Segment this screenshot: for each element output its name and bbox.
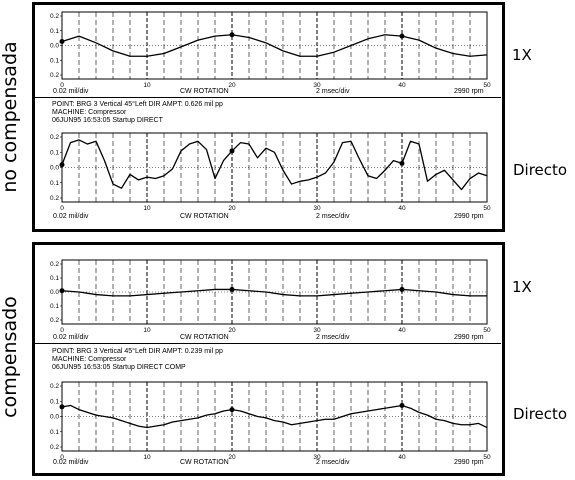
x-tick-label: 10 (143, 205, 151, 212)
y-tick-label: 0.1 (50, 57, 59, 64)
x-tick-label: 40 (398, 454, 406, 461)
x-tick-label: 50 (483, 454, 491, 461)
trace-label-directo-bottom: Directo (513, 405, 568, 423)
series-line-1 (61, 139, 488, 191)
y-tick-label: 0.2 (50, 261, 59, 268)
info-machine-bottom: MACHINE: Compressor (52, 356, 127, 363)
trace-label-1x-bottom: 1X (512, 278, 532, 296)
x-tick-label: 20 (228, 454, 236, 461)
footer-scale-2: 0.02 mil/div (53, 213, 89, 220)
keyphasor-marker (59, 162, 65, 168)
info-date-bottom: 06JUN95 16:53:05 Startup DIRECT COMP (52, 364, 186, 371)
x-tick-label: 50 (483, 82, 491, 89)
info-machine-top: MACHINE: Compressor (52, 109, 127, 116)
y-tick-label: 0.1 (50, 429, 59, 436)
y-tick-label: 0.2 (50, 317, 59, 324)
footer-rpm-4: 2990 rpm (454, 459, 484, 466)
footer-rotation-4: CW ROTATION (180, 459, 229, 466)
x-tick-label: 40 (398, 205, 406, 212)
y-tick-label: 0.2 (50, 383, 59, 390)
footer-scale-3: 0.02 mil/div (53, 334, 89, 341)
x-tick-label: 40 (398, 82, 406, 89)
x-tick-label: 0 (60, 454, 64, 461)
x-tick-label: 20 (228, 205, 236, 212)
footer-scale-1: 0.02 mil/div (53, 88, 89, 95)
separator-bottom (35, 343, 501, 344)
series-line-0 (61, 34, 488, 57)
footer-time-3: 2 msec/div (316, 334, 350, 341)
footer-rotation-2: CW ROTATION (180, 213, 229, 220)
series-line-3 (61, 404, 488, 429)
keyphasor-marker (229, 407, 235, 413)
y-tick-label: 0.0 (50, 43, 59, 50)
y-tick-label: 0.1 (50, 303, 59, 310)
y-tick-label: 0.0 (50, 289, 59, 296)
y-tick-label: 0.2 (50, 195, 59, 202)
y-tick-label: 0.1 (50, 149, 59, 156)
y-tick-label: 0.2 (50, 13, 59, 20)
keyphasor-marker (59, 38, 65, 44)
panel-no-compensada (32, 2, 505, 232)
x-tick-label: 50 (483, 327, 491, 334)
x-tick-label: 0 (60, 205, 64, 212)
y-tick-label: 0.1 (50, 398, 59, 405)
x-tick-label: 20 (228, 327, 236, 334)
footer-scale-4: 0.02 mil/div (53, 459, 89, 466)
series-line-2 (61, 288, 487, 297)
x-tick-label: 30 (313, 327, 321, 334)
footer-rpm-3: 2990 rpm (454, 334, 484, 341)
footer-time-2: 2 msec/div (316, 213, 350, 220)
x-tick-label: 40 (398, 327, 406, 334)
y-tick-label: 0.2 (50, 134, 59, 141)
footer-rpm-2: 2990 rpm (454, 213, 484, 220)
y-tick-label: 0.2 (50, 444, 59, 451)
keyphasor-marker (399, 160, 405, 166)
y-tick-label: 0.0 (50, 165, 59, 172)
info-date-top: 06JUN95 16:53:05 Startup DIRECT (52, 117, 163, 124)
x-tick-label: 30 (313, 454, 321, 461)
footer-rotation-3: CW ROTATION (180, 334, 229, 341)
y-tick-label: 0.2 (50, 72, 59, 79)
y-tick-label: 0.1 (50, 28, 59, 35)
footer-rpm-1: 2990 rpm (454, 88, 484, 95)
x-tick-label: 10 (143, 454, 151, 461)
info-block-bottom: POINT: BRG 3 Vertical 45°Left DIR AMPT: … (52, 348, 223, 372)
x-tick-label: 30 (313, 205, 321, 212)
y-tick-label: 0.1 (50, 180, 59, 187)
y-tick-label: 0.1 (50, 275, 59, 282)
footer-time-4: 2 msec/div (316, 459, 350, 466)
info-point-top: POINT: BRG 3 Vertical 45°Left DIR AMPT: … (52, 101, 223, 108)
keyphasor-marker (59, 404, 65, 410)
info-point-bottom: POINT: BRG 3 Vertical 45°Left DIR AMPT: … (52, 348, 223, 355)
footer-rotation-1: CW ROTATION (180, 88, 229, 95)
keyphasor-marker (229, 286, 235, 292)
x-tick-label: 50 (483, 205, 491, 212)
footer-time-1: 2 msec/div (316, 88, 350, 95)
keyphasor-marker (229, 32, 235, 38)
y-tick-label: 0.0 (50, 414, 59, 421)
keyphasor-marker (229, 148, 235, 154)
x-tick-label: 10 (143, 82, 151, 89)
trace-label-1x-top: 1X (512, 46, 532, 64)
trace-label-directo-top: Directo (513, 161, 568, 179)
keyphasor-marker (399, 286, 405, 292)
panel-compensado (32, 242, 505, 476)
info-block-top: POINT: BRG 3 Vertical 45°Left DIR AMPT: … (52, 101, 223, 125)
keyphasor-marker (399, 402, 405, 408)
x-tick-label: 0 (60, 327, 64, 334)
separator-top (35, 97, 501, 98)
x-tick-label: 0 (60, 82, 64, 89)
keyphasor-marker (399, 33, 405, 39)
keyphasor-marker (59, 288, 65, 294)
x-tick-label: 10 (143, 327, 151, 334)
x-tick-label: 20 (228, 82, 236, 89)
x-tick-label: 30 (313, 82, 321, 89)
